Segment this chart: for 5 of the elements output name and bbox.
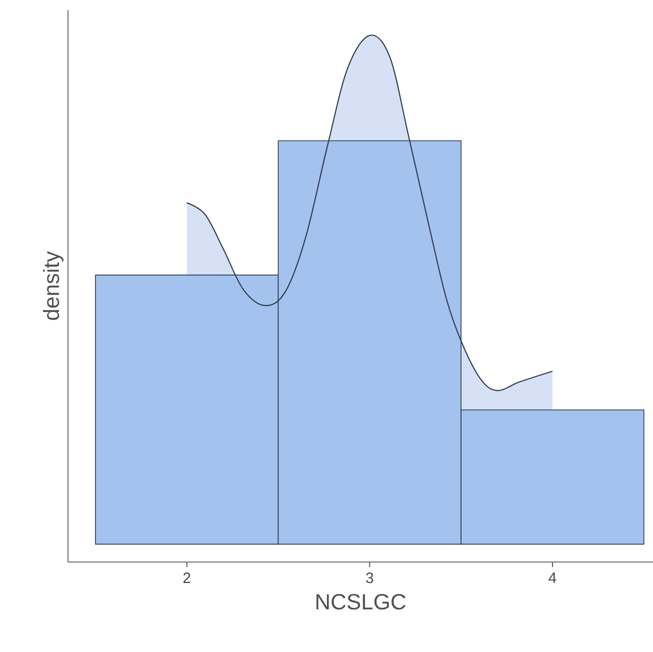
x-axis-title: NCSLGC xyxy=(316,594,406,610)
y-axis-title: density xyxy=(42,251,64,320)
x-tick-label: 2 xyxy=(183,572,190,583)
x-tick-label: 3 xyxy=(366,572,374,584)
x-tick-label: 4 xyxy=(548,572,556,583)
